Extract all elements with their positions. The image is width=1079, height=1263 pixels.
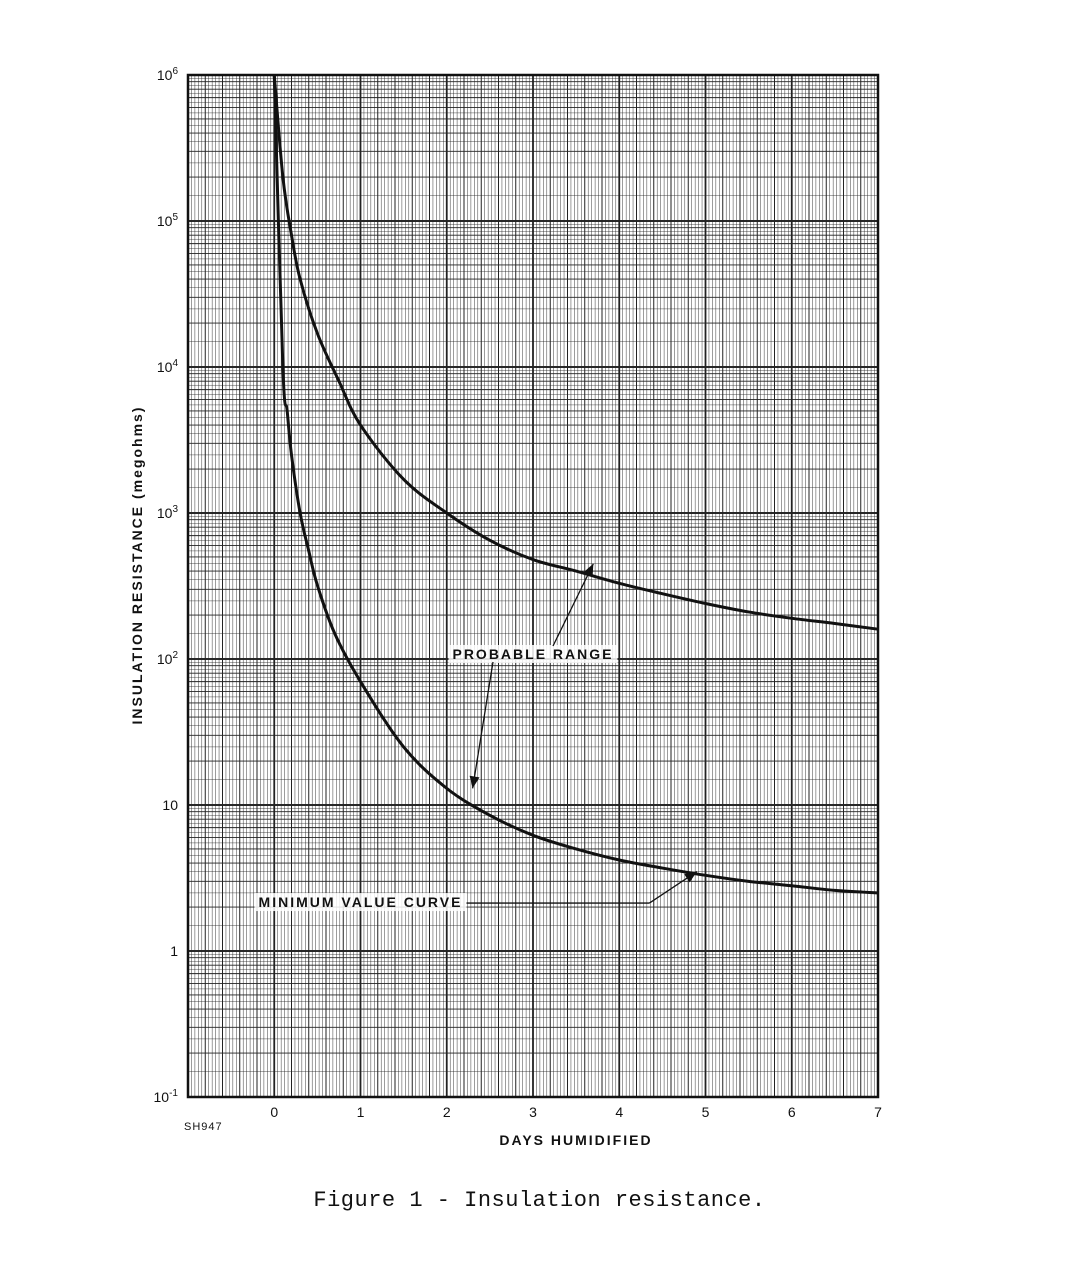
figure-caption: Figure 1 - Insulation resistance.	[313, 1188, 766, 1213]
y-tick-label: 105	[157, 212, 179, 229]
annotation-arrow-line	[471, 661, 494, 789]
x-tick-label: 6	[788, 1104, 796, 1120]
annotation-label: PROBABLE RANGE	[452, 646, 613, 662]
annotation-backing	[254, 893, 467, 912]
plot-frame	[186, 73, 880, 1099]
x-tick-label: 5	[702, 1104, 710, 1120]
y-tick-label: 102	[157, 650, 179, 667]
y-tick-label: 10	[162, 797, 178, 813]
x-tick-label: 4	[615, 1104, 623, 1120]
y-tick-label: 104	[157, 358, 179, 375]
annotation-layer: PROBABLE RANGE MINIMUM VALUE CURVE	[254, 563, 698, 912]
y-tick-label: 103	[157, 504, 179, 521]
annotation-arrow-line	[552, 563, 594, 647]
y-tick-label: 10-1	[154, 1088, 179, 1105]
y-tick-label: 1	[170, 943, 178, 959]
corner-note: SH947	[184, 1121, 223, 1133]
annotation-arrowhead	[469, 775, 480, 789]
curve-series-1	[272, 74, 879, 631]
y-axis-label: INSULATION RESISTANCE (megohms)	[129, 406, 145, 725]
x-tick-label: 2	[443, 1104, 451, 1120]
curve-layer	[272, 74, 879, 895]
annotation-backing	[448, 645, 618, 663]
x-axis-label: DAYS HUMIDIFIED	[499, 1132, 652, 1148]
x-tick-label: 1	[357, 1104, 365, 1120]
x-tick-label: 7	[874, 1104, 882, 1120]
annotation-arrowhead	[684, 871, 697, 883]
x-tick-label: 0	[270, 1104, 278, 1120]
annotation-arrowhead	[583, 563, 594, 577]
annotation-label: MINIMUM VALUE CURVE	[259, 894, 463, 910]
curve-series-2	[272, 74, 879, 895]
y-tick-label: 106	[157, 66, 179, 83]
chart-grid	[187, 74, 879, 1098]
x-tick-label: 3	[529, 1104, 537, 1120]
